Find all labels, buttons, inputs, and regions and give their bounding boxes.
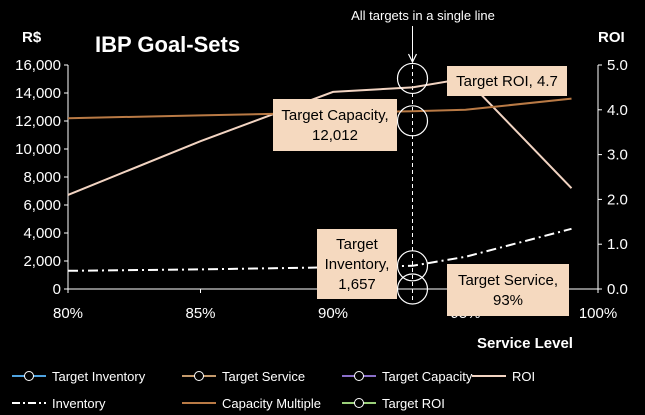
y-left-label: R$ — [22, 29, 42, 46]
legend-marker-target-service — [194, 371, 204, 381]
callout-inventory-text: Target — [336, 236, 379, 253]
legend: Target Inventory Target Service Target Cap… — [12, 369, 535, 411]
chart-title: IBP Goal-Sets — [95, 32, 240, 57]
y-right-tick-label: 3.0 — [607, 147, 628, 164]
y-right-label: ROI — [598, 29, 625, 46]
y-right-tick-label: 2.0 — [607, 191, 628, 208]
legend-label-target-inventory: Target Inventory — [52, 369, 146, 384]
callout-inventory-text: Inventory, — [325, 256, 390, 273]
y-right-tick-label: 0.0 — [607, 281, 628, 298]
marker-target-inventory — [396, 250, 429, 282]
y-right-tick-label: 1.0 — [607, 236, 628, 253]
callout-service-box — [447, 264, 569, 316]
legend-marker-target-capacity — [354, 371, 364, 381]
y-right-tick-label: 4.0 — [607, 102, 628, 119]
y-left-tick-label: 2,000 — [23, 253, 61, 270]
legend-label-inventory: Inventory — [52, 396, 106, 411]
callouts: Target ROI, 4.7 Target Capacity, 12,012 Tar… — [273, 66, 569, 316]
y-left-tick-label: 16,000 — [15, 57, 61, 74]
y-right-tick-label: 5.0 — [607, 57, 628, 74]
callout-capacity-text: Target Capacity, — [281, 107, 388, 124]
legend-marker-target-inventory — [24, 371, 34, 381]
x-tick-label: 85% — [185, 305, 215, 322]
x-tick-label: 80% — [53, 305, 83, 322]
y-left-tick-label: 8,000 — [23, 169, 61, 186]
y-left-tick-label: 10,000 — [15, 141, 61, 158]
x-tick-label: 100% — [579, 305, 617, 322]
callout-capacity-text: 12,012 — [312, 127, 358, 144]
callout-roi-box — [447, 66, 567, 96]
series-roi — [67, 77, 573, 196]
callout-service-text: 93% — [493, 292, 523, 309]
legend-label-target-roi: Target ROI — [382, 396, 445, 411]
callout-inventory-text: 1,657 — [338, 276, 376, 293]
callout-service-text: Target Service, — [458, 272, 558, 289]
legend-marker-target-roi — [354, 398, 364, 408]
y-left-tick-label: 0 — [53, 281, 61, 298]
marker-target-service — [396, 273, 429, 305]
callout-roi-text: Target ROI, 4.7 — [456, 73, 558, 90]
x-axis-label: Service Level — [477, 335, 573, 352]
legend-label-target-service: Target Service — [222, 369, 305, 384]
annotation-arrow-head — [407, 53, 418, 64]
marker-target-capacity — [396, 105, 429, 137]
y-left-tick-label: 14,000 — [15, 85, 61, 102]
y-left-tick-label: 12,000 — [15, 113, 61, 130]
legend-label-target-capacity: Target Capacity — [382, 369, 473, 384]
annotation-text: All targets in a single line — [351, 8, 495, 23]
y-left-tick-label: 4,000 — [23, 225, 61, 242]
x-tick-label: 90% — [318, 305, 348, 322]
callout-capacity-box — [273, 99, 397, 151]
plot-area: 0 2,000 4,000 6,000 8,000 10,000 12,000 14,000 1… — [15, 26, 628, 322]
callout-inventory-box — [317, 229, 397, 299]
legend-label-roi: ROI — [512, 369, 535, 384]
y-left-tick-label: 6,000 — [23, 197, 61, 214]
marker-target-roi — [396, 62, 429, 95]
legend-label-capacity-multiple: Capacity Multiple — [222, 396, 321, 411]
